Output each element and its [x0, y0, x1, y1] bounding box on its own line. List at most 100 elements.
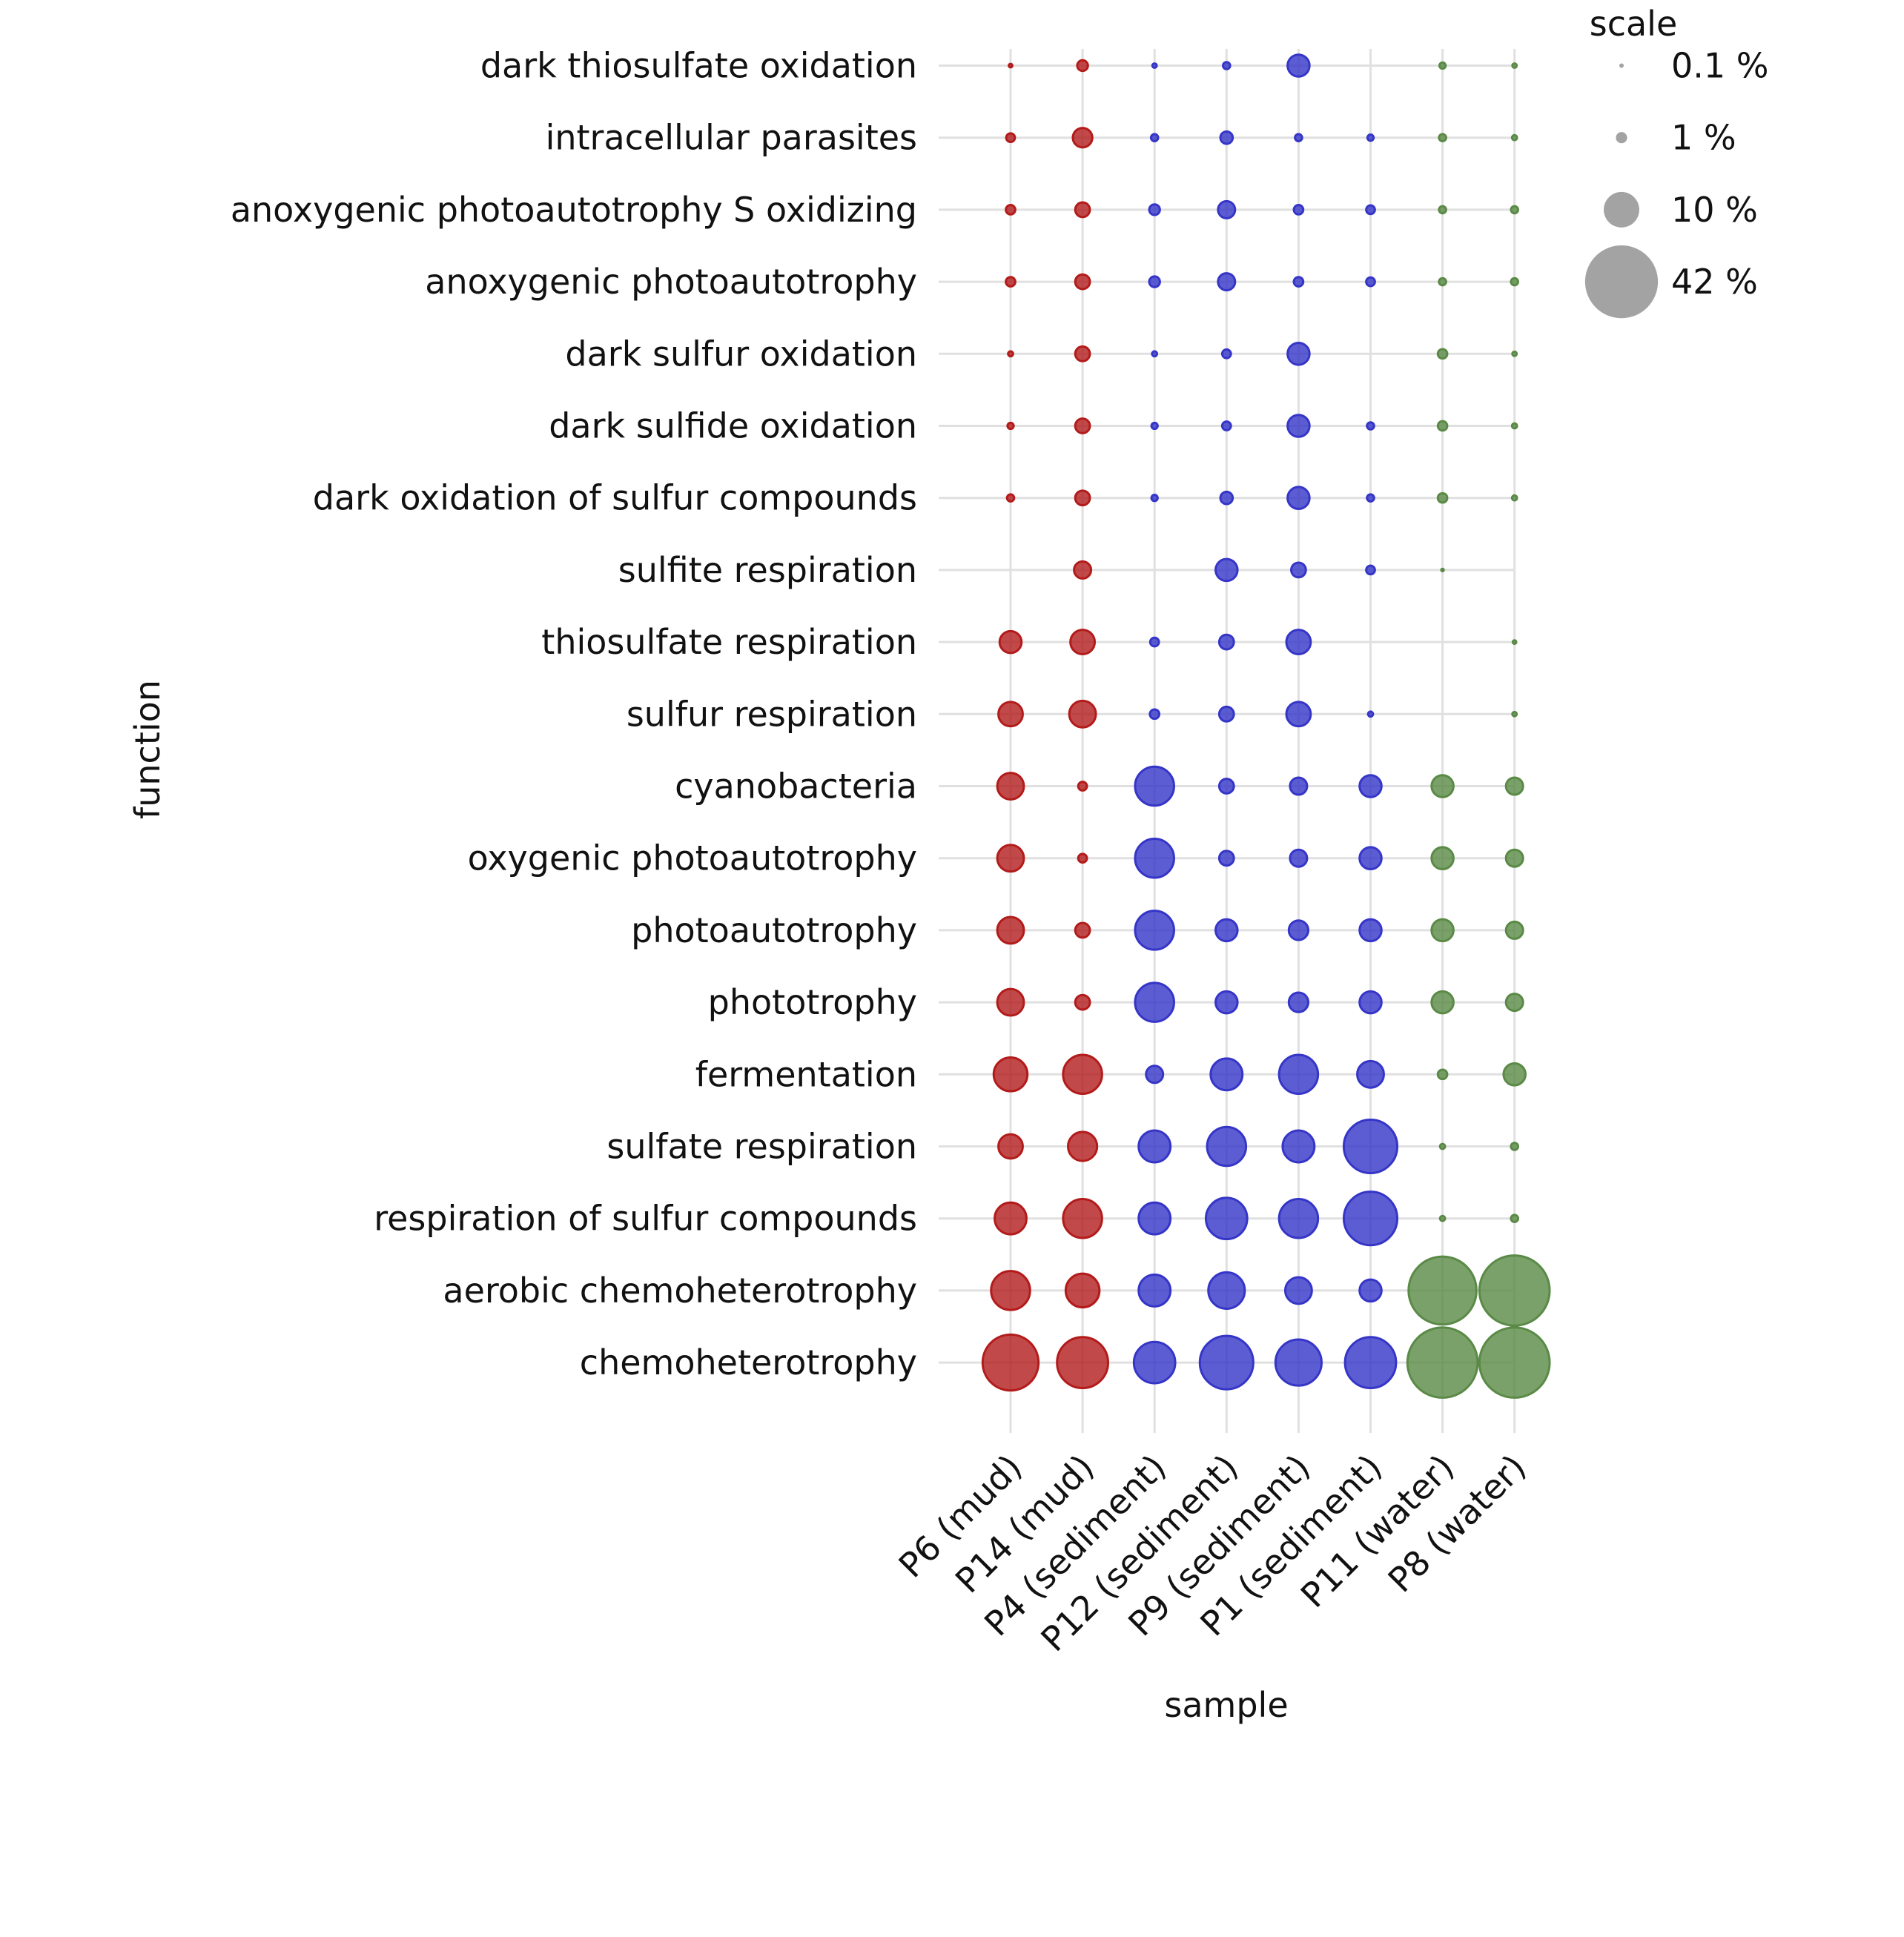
bubble-16-4: [1277, 1197, 1320, 1239]
bubble-6-5: [1366, 493, 1375, 503]
bubble-2-7: [1510, 205, 1519, 215]
bubble-14-7: [1502, 1062, 1527, 1087]
y-tick-label: photoautotrophy: [631, 910, 917, 950]
bubble-11-1: [1077, 852, 1088, 864]
bubble-17-2: [1137, 1273, 1172, 1308]
bubble-12-1: [1074, 921, 1091, 939]
bubble-17-4: [1283, 1276, 1313, 1305]
legend: scale 0.1 % 1 % 10 % 42 %: [1584, 4, 1769, 319]
bubble-7-5: [1365, 564, 1376, 576]
bubble-1-2: [1149, 133, 1160, 142]
y-tick-label: dark sulfur oxidation: [565, 334, 917, 374]
y-tick-label: dark sulfide oxidation: [549, 406, 917, 446]
bubble-15-2: [1137, 1129, 1172, 1164]
y-tick-label: anoxygenic photoautotrophy S oxidizing: [231, 190, 917, 230]
bubble-8-1: [1069, 629, 1097, 656]
bubble-11-7: [1504, 848, 1524, 868]
bubble-4-0: [1007, 350, 1014, 358]
bubble-8-3: [1217, 633, 1235, 651]
bubble-5-4: [1286, 414, 1311, 438]
y-tick-label: dark thiosulfate oxidation: [480, 46, 917, 86]
bubble-9-1: [1068, 699, 1097, 729]
bubble-13-1: [1074, 993, 1091, 1011]
bubble-17-7: [1478, 1254, 1551, 1327]
bubble-11-4: [1289, 848, 1309, 868]
bubble-12-4: [1287, 919, 1310, 941]
bubble-5-0: [1006, 421, 1015, 431]
bubble-14-5: [1356, 1059, 1385, 1089]
bubble-3-7: [1510, 277, 1519, 287]
bubble-7-4: [1290, 561, 1307, 579]
legend-bubble: [1604, 191, 1639, 228]
y-tick-label: fermentation: [695, 1054, 917, 1094]
bubble-15-1: [1066, 1130, 1099, 1162]
bubble-2-0: [1005, 204, 1017, 216]
bubble-4-1: [1074, 345, 1091, 362]
bubble-17-5: [1358, 1278, 1383, 1303]
bubble-13-3: [1214, 990, 1239, 1015]
y-tick-label: chemoheterotrophy: [580, 1342, 917, 1383]
bubble-2-5: [1365, 204, 1376, 216]
legend-label: 0.1 %: [1671, 46, 1769, 86]
bubble-12-6: [1430, 918, 1455, 943]
y-tick-label: anoxygenic photoautotrophy: [425, 262, 917, 302]
bubble-2-6: [1438, 205, 1447, 215]
bubbles: [981, 53, 1551, 1399]
bubble-3-4: [1292, 276, 1305, 288]
y-tick-label: intracellular parasites: [546, 118, 917, 158]
bubble-6-1: [1074, 489, 1091, 507]
bubble-13-4: [1287, 991, 1310, 1013]
bubble-17-6: [1407, 1255, 1478, 1326]
bubble-9-0: [997, 701, 1024, 728]
bubble-0-3: [1222, 61, 1232, 70]
bubble-4-2: [1151, 350, 1159, 358]
bubble-6-0: [1005, 493, 1016, 503]
bubble-5-1: [1074, 417, 1091, 434]
y-tick-label: cyanobacteria: [675, 766, 917, 807]
bubble-13-7: [1504, 993, 1524, 1013]
bubble-4-4: [1286, 342, 1311, 366]
bubble-5-5: [1366, 421, 1375, 431]
bubble-16-6: [1438, 1214, 1447, 1222]
legend-bubble: [1619, 63, 1624, 68]
bubble-4-6: [1436, 348, 1449, 360]
legend-title: scale: [1590, 4, 1678, 44]
bubble-12-5: [1358, 918, 1383, 943]
bubble-6-3: [1219, 490, 1234, 506]
bubble-12-2: [1134, 910, 1175, 951]
y-tick-label: respiration of sulfur compounds: [374, 1199, 917, 1239]
x-axis-title: sample: [1164, 1685, 1288, 1725]
y-tick-label: sulfite respiration: [618, 550, 917, 590]
legend-label: 42 %: [1671, 262, 1758, 302]
bubble-11-2: [1134, 837, 1175, 879]
bubble-5-7: [1510, 422, 1518, 430]
bubble-1-5: [1366, 133, 1375, 142]
bubble-15-6: [1438, 1142, 1447, 1150]
bubble-10-7: [1504, 776, 1524, 796]
bubble-8-4: [1285, 629, 1312, 656]
y-tick-label: dark oxidation of sulfur compounds: [313, 478, 917, 518]
bubble-3-2: [1148, 275, 1161, 288]
bubble-8-7: [1511, 639, 1518, 645]
y-axis-title: function: [128, 680, 168, 819]
bubble-10-5: [1358, 774, 1383, 798]
bubble-3-3: [1217, 272, 1237, 292]
bubble-11-0: [996, 844, 1025, 873]
bubble-5-2: [1150, 421, 1159, 431]
bubble-3-5: [1365, 276, 1376, 288]
bubble-16-3: [1204, 1196, 1249, 1241]
bubble-15-3: [1206, 1125, 1248, 1168]
bubble-11-6: [1430, 846, 1455, 870]
bubble-0-2: [1151, 62, 1158, 69]
y-tick-label: oxygenic photoautotrophy: [468, 838, 917, 878]
bubble-13-2: [1134, 981, 1175, 1023]
bubble-18-6: [1406, 1326, 1479, 1399]
bubble-13-0: [996, 987, 1025, 1017]
bubble-18-1: [1056, 1336, 1110, 1390]
bubble-13-5: [1358, 990, 1383, 1015]
bubble-15-5: [1342, 1118, 1399, 1175]
bubble-1-4: [1294, 133, 1303, 142]
bubble-7-1: [1073, 560, 1093, 580]
bubble-17-3: [1207, 1271, 1246, 1310]
